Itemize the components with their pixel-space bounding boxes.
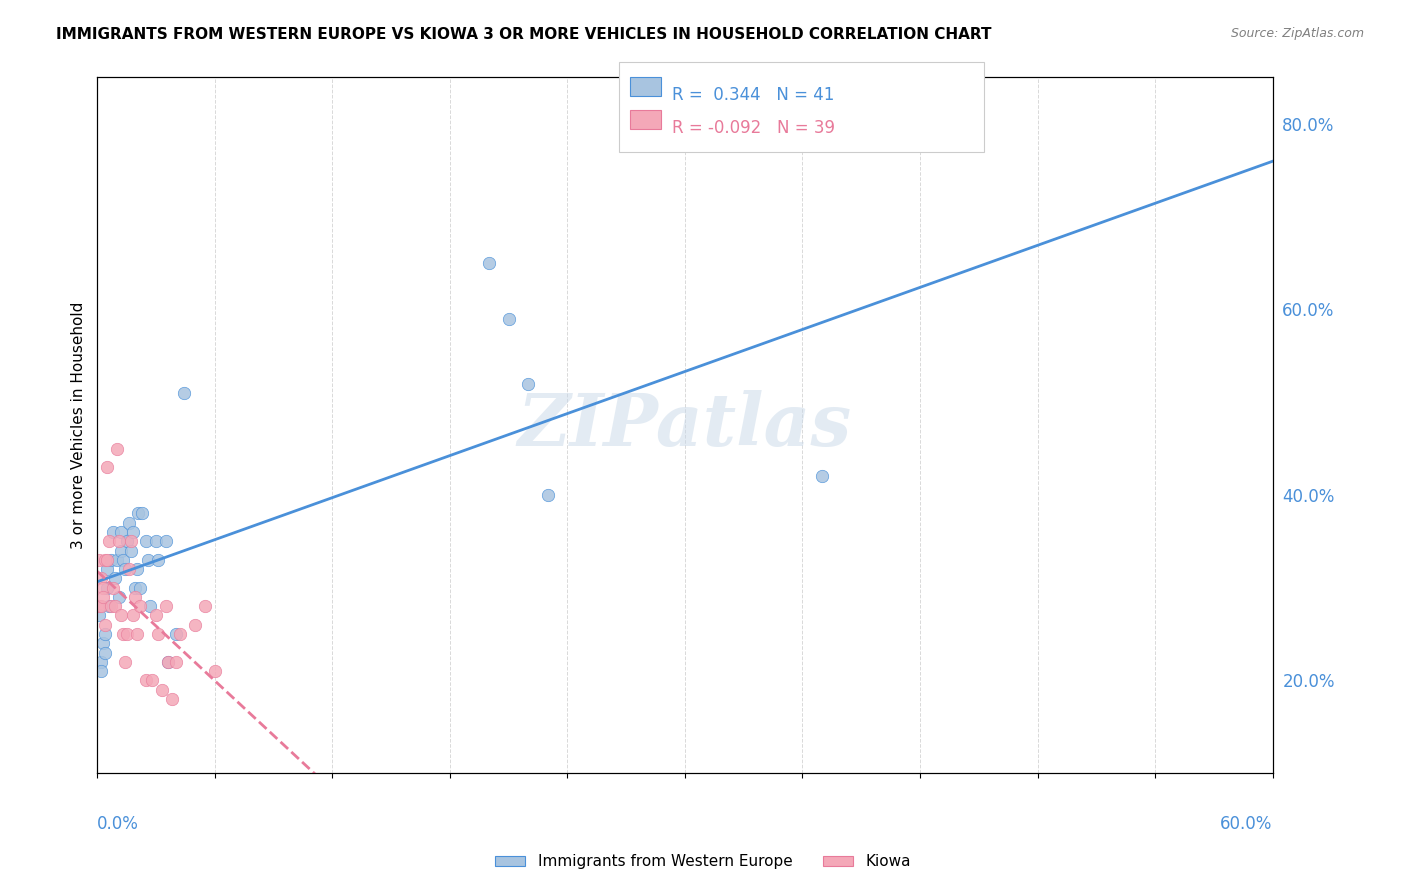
Point <box>118 562 141 576</box>
Point <box>146 627 169 641</box>
Point <box>131 507 153 521</box>
Text: 0.0%: 0.0% <box>97 815 139 833</box>
Point <box>145 534 167 549</box>
Point <box>139 599 162 614</box>
Point <box>94 627 117 641</box>
Point <box>517 376 540 391</box>
Point <box>811 469 834 483</box>
Point <box>101 524 124 539</box>
Point <box>89 599 111 614</box>
Point <box>94 617 117 632</box>
Point <box>100 553 122 567</box>
Point <box>90 664 112 678</box>
Point <box>145 608 167 623</box>
Point <box>155 599 177 614</box>
Point <box>90 655 112 669</box>
Point <box>141 673 163 688</box>
Point <box>90 599 112 614</box>
Point <box>101 581 124 595</box>
Point <box>105 442 128 456</box>
Legend: Immigrants from Western Europe, Kiowa: Immigrants from Western Europe, Kiowa <box>489 848 917 875</box>
Text: 60.0%: 60.0% <box>1220 815 1272 833</box>
Point <box>89 608 111 623</box>
Point <box>114 562 136 576</box>
Point <box>96 562 118 576</box>
Point <box>156 655 179 669</box>
Point <box>127 507 149 521</box>
Point <box>108 534 131 549</box>
Point <box>156 655 179 669</box>
Point <box>150 682 173 697</box>
Point <box>90 571 112 585</box>
Point <box>91 636 114 650</box>
Point <box>136 553 159 567</box>
Point <box>110 524 132 539</box>
Point <box>165 627 187 641</box>
Point <box>98 534 121 549</box>
Point <box>110 543 132 558</box>
Point <box>94 646 117 660</box>
Point <box>111 627 134 641</box>
Point <box>135 673 157 688</box>
Point <box>125 562 148 576</box>
Point <box>124 590 146 604</box>
Point <box>96 460 118 475</box>
Point <box>89 553 111 567</box>
Point <box>146 553 169 567</box>
Y-axis label: 3 or more Vehicles in Household: 3 or more Vehicles in Household <box>72 301 86 549</box>
Point <box>173 385 195 400</box>
Text: ZIPatlas: ZIPatlas <box>517 390 852 461</box>
Point <box>104 571 127 585</box>
Point <box>121 524 143 539</box>
Text: Source: ZipAtlas.com: Source: ZipAtlas.com <box>1230 27 1364 40</box>
Point <box>194 599 217 614</box>
Point <box>104 599 127 614</box>
Point <box>125 627 148 641</box>
Point <box>129 599 152 614</box>
Point <box>115 534 138 549</box>
Point <box>129 581 152 595</box>
Point <box>124 581 146 595</box>
Point <box>118 516 141 530</box>
Point <box>478 256 501 270</box>
Point <box>155 534 177 549</box>
Point <box>204 664 226 678</box>
Point <box>135 534 157 549</box>
Point <box>114 655 136 669</box>
Point <box>169 627 191 641</box>
Text: R = -0.092   N = 39: R = -0.092 N = 39 <box>672 119 835 136</box>
Text: R =  0.344   N = 41: R = 0.344 N = 41 <box>672 86 834 103</box>
Point <box>160 692 183 706</box>
Point <box>121 608 143 623</box>
Point <box>115 627 138 641</box>
Point <box>96 581 118 595</box>
Point <box>184 617 207 632</box>
Point <box>498 311 520 326</box>
Point <box>91 590 114 604</box>
Point <box>100 599 122 614</box>
Text: IMMIGRANTS FROM WESTERN EUROPE VS KIOWA 3 OR MORE VEHICLES IN HOUSEHOLD CORRELAT: IMMIGRANTS FROM WESTERN EUROPE VS KIOWA … <box>56 27 991 42</box>
Point <box>110 608 132 623</box>
Point <box>120 534 142 549</box>
Point <box>91 581 114 595</box>
Point <box>94 553 117 567</box>
Point <box>165 655 187 669</box>
Point <box>108 590 131 604</box>
Point <box>111 553 134 567</box>
Point <box>120 543 142 558</box>
Point <box>98 599 121 614</box>
Point <box>537 488 560 502</box>
Point <box>105 553 128 567</box>
Point <box>96 553 118 567</box>
